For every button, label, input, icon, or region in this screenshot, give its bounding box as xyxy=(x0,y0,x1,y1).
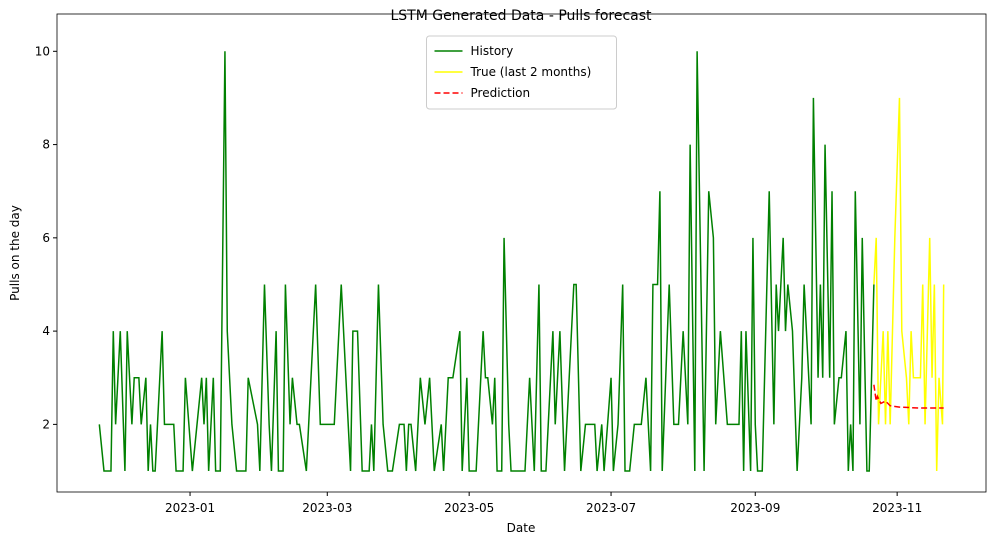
x-tick-label: 2023-07 xyxy=(586,501,636,515)
x-tick-label: 2023-11 xyxy=(872,501,922,515)
y-tick-label: 6 xyxy=(42,231,50,245)
x-tick-label: 2023-03 xyxy=(302,501,352,515)
y-tick-label: 2 xyxy=(42,417,50,431)
legend-label: True (last 2 months) xyxy=(470,65,592,79)
y-tick-label: 10 xyxy=(35,44,50,58)
legend-label: Prediction xyxy=(471,86,531,100)
plot-frame xyxy=(56,13,987,493)
legend-box xyxy=(426,35,617,110)
x-tick-label: 2023-09 xyxy=(730,501,780,515)
x-axis-label: Date xyxy=(507,521,536,535)
x-tick-label: 2023-05 xyxy=(444,501,494,515)
chart-title: LSTM Generated Data - Pulls forecast xyxy=(390,8,652,24)
y-axis-label: Pulls on the day xyxy=(8,205,22,301)
legend: History True (last 2 months) Prediction xyxy=(426,35,617,110)
y-tick-label: 8 xyxy=(42,138,50,152)
series-line xyxy=(873,384,944,409)
series-line xyxy=(873,97,945,472)
x-tick-label: 2023-01 xyxy=(165,501,215,515)
y-tick-label: 4 xyxy=(42,324,50,338)
legend-label: History xyxy=(471,44,514,58)
series-line xyxy=(98,51,875,472)
